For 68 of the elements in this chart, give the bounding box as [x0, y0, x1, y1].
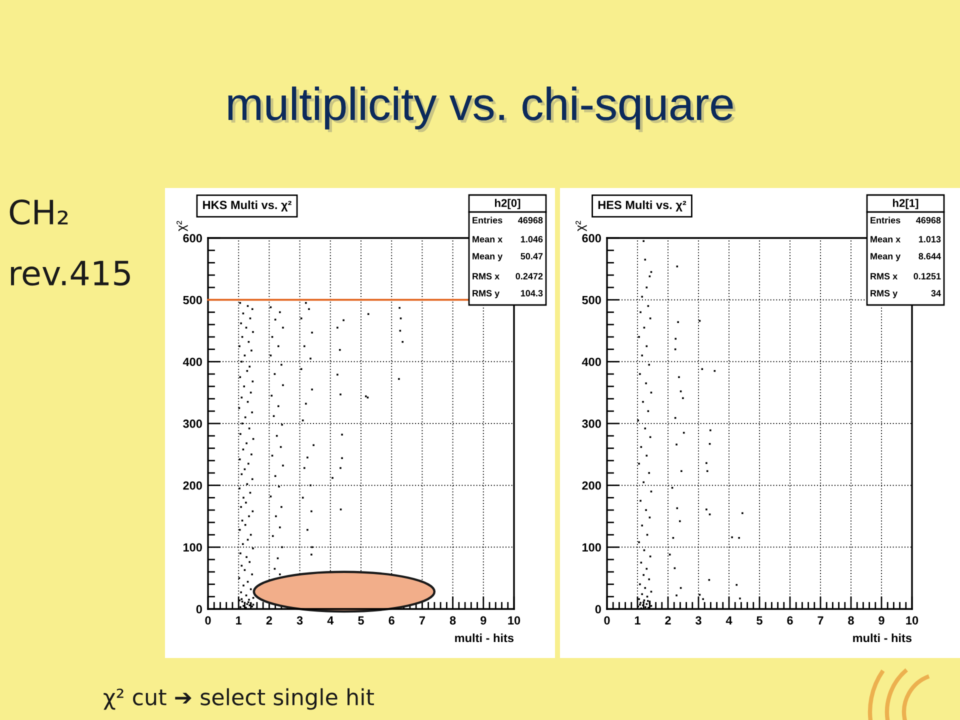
text: multiplicity vs. chi-square [228, 86, 736, 132]
x-tick-label: 4 [726, 616, 732, 624]
text: 1.013 [918, 236, 941, 242]
x-tick-label: 1 [634, 616, 640, 624]
text: Entries [472, 216, 502, 224]
text: 46968 [916, 217, 941, 224]
y-tick-label: 500 [183, 296, 202, 304]
text: rev.415 [11, 260, 130, 286]
annotation: RMS y [472, 290, 500, 298]
y-tick-label: 300 [582, 420, 601, 428]
text: 34 [931, 290, 941, 296]
text: h2[0] [495, 198, 520, 210]
annotation: RMS x [472, 273, 500, 280]
y-tick-label: 600 [582, 234, 601, 242]
y-axis-title: χ² [576, 220, 587, 232]
y-tick-label: 400 [582, 358, 601, 366]
annotation: Mean y [472, 253, 503, 262]
y-tick-label: 100 [183, 543, 202, 552]
text: CH₂ [10, 199, 68, 225]
x-tick-label: 2 [266, 616, 272, 624]
y-axis-title: χ² [176, 220, 188, 232]
x-axis-title: multi - hits [455, 633, 514, 642]
x-tick-label: 7 [818, 616, 824, 624]
text: 46968 [518, 217, 543, 224]
x-tick-label: 6 [388, 616, 394, 625]
text: 0.2472 [516, 273, 543, 280]
text: 104.3 [520, 290, 543, 296]
x-tick-label: 10 [508, 616, 520, 625]
x-axis-title: multi - hits [853, 633, 912, 642]
y-tick-label: 400 [182, 358, 202, 366]
x-tick-label: 7 [419, 616, 425, 624]
y-tick-label: 200 [582, 481, 601, 490]
y-tick-label: 0 [595, 605, 601, 614]
x-tick-label: 10 [906, 616, 918, 625]
text: h2[1] [893, 198, 918, 210]
x-tick-label: 2 [665, 616, 671, 624]
text: 50.47 [520, 253, 543, 260]
text: 0.1251 [914, 273, 941, 280]
x-tick-label: 9 [480, 616, 486, 625]
y-tick-label: 0 [196, 605, 202, 614]
annotation: RMS y [870, 290, 898, 298]
text: 8.644 [918, 253, 941, 260]
x-tick-label: 5 [358, 616, 364, 625]
annotation: RMS x [870, 273, 898, 280]
chart-title: HES Multi vs. χ² [598, 200, 686, 212]
y-tick-label: 300 [183, 420, 202, 428]
x-tick-label: 5 [756, 616, 762, 625]
x-tick-label: 1 [236, 616, 242, 624]
x-tick-label: 6 [787, 616, 793, 625]
y-tick-label: 500 [582, 296, 601, 304]
x-tick-label: 8 [450, 616, 456, 625]
text: 1.046 [520, 236, 543, 242]
x-tick-label: 4 [327, 616, 334, 624]
annotation: Mean x [472, 236, 503, 242]
text: Entries [870, 216, 900, 224]
annotation: Mean x [870, 236, 901, 242]
x-tick-label: 3 [296, 616, 303, 625]
x-tick-label: 0 [205, 616, 211, 625]
x-tick-label: 0 [604, 616, 610, 625]
text: χ² cut ➔ select single hit [104, 688, 374, 710]
x-tick-label: 8 [848, 616, 854, 625]
y-tick-label: 200 [183, 481, 202, 490]
chart-title: HKS Multi vs. χ² [203, 200, 292, 212]
x-tick-label: 3 [695, 616, 702, 625]
y-tick-label: 600 [183, 234, 202, 242]
x-tick-label: 9 [878, 616, 884, 625]
annotation: Mean y [870, 253, 901, 262]
y-tick-label: 100 [582, 543, 601, 552]
